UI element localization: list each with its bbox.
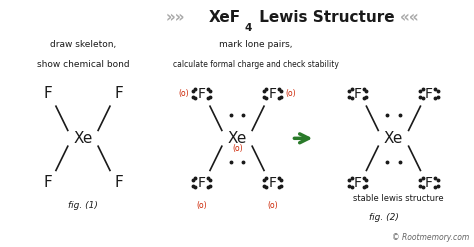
Text: F: F <box>425 87 433 101</box>
Text: draw skeleton,: draw skeleton, <box>50 40 116 49</box>
Text: F: F <box>269 87 276 101</box>
Text: F: F <box>114 175 123 190</box>
Text: Xe: Xe <box>228 131 246 146</box>
Text: XeF: XeF <box>209 10 241 25</box>
Text: F: F <box>425 176 433 190</box>
Text: F: F <box>198 87 205 101</box>
Text: Xe: Xe <box>384 131 403 146</box>
Text: fig. (2): fig. (2) <box>369 213 399 222</box>
Text: F: F <box>43 86 52 101</box>
Text: (o): (o) <box>178 89 189 98</box>
Text: Xe: Xe <box>73 131 92 146</box>
Text: © Rootmemory.com: © Rootmemory.com <box>392 233 469 242</box>
Text: (o): (o) <box>233 144 243 153</box>
Text: (o): (o) <box>196 201 207 209</box>
Text: 4: 4 <box>245 23 252 33</box>
Text: show chemical bond: show chemical bond <box>36 60 129 69</box>
Text: (o): (o) <box>267 201 278 209</box>
Text: stable lewis structure: stable lewis structure <box>353 194 444 203</box>
Text: fig. (1): fig. (1) <box>68 201 98 209</box>
Text: F: F <box>354 87 362 101</box>
Text: mark lone pairs,: mark lone pairs, <box>219 40 293 49</box>
Text: F: F <box>354 176 362 190</box>
Text: F: F <box>269 176 276 190</box>
Text: Lewis Structure: Lewis Structure <box>254 10 394 25</box>
Text: »»: »» <box>165 10 185 25</box>
Text: calculate formal charge and check stability: calculate formal charge and check stabil… <box>173 60 339 69</box>
Text: ««: «« <box>400 10 420 25</box>
Text: F: F <box>198 176 205 190</box>
Text: (o): (o) <box>285 89 296 98</box>
Text: F: F <box>114 86 123 101</box>
Text: F: F <box>43 175 52 190</box>
